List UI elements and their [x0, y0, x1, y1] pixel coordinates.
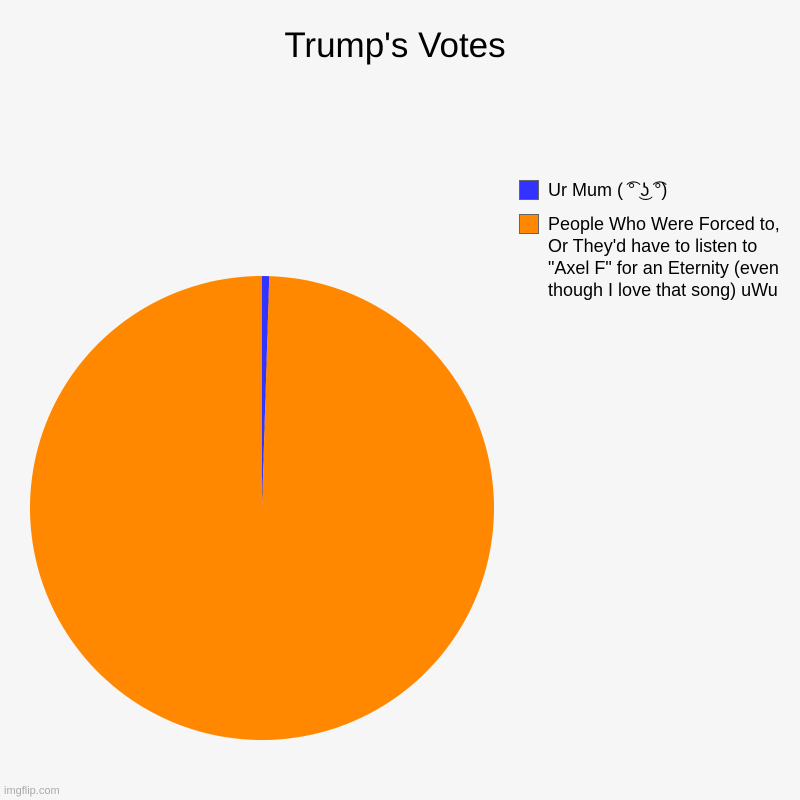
legend-item-forced: People Who Were Forced to, Or They'd hav…	[519, 213, 789, 301]
legend: Ur Mum ( ͡° ͜ʖ ͡°) People Who Were Force…	[519, 179, 789, 313]
legend-swatch-ur-mum	[519, 180, 539, 200]
legend-item-ur-mum: Ur Mum ( ͡° ͜ʖ ͡°)	[519, 179, 789, 201]
chart-title: Trump's Votes	[284, 26, 506, 65]
pie-slice-1	[30, 276, 495, 740]
legend-label-ur-mum: Ur Mum ( ͡° ͜ʖ ͡°)	[548, 180, 668, 200]
legend-label-forced: People Who Were Forced to, Or They'd hav…	[548, 214, 780, 300]
pie-slice-0	[262, 276, 270, 508]
legend-swatch-forced	[519, 214, 539, 234]
watermark: imgflip.com	[4, 785, 60, 797]
